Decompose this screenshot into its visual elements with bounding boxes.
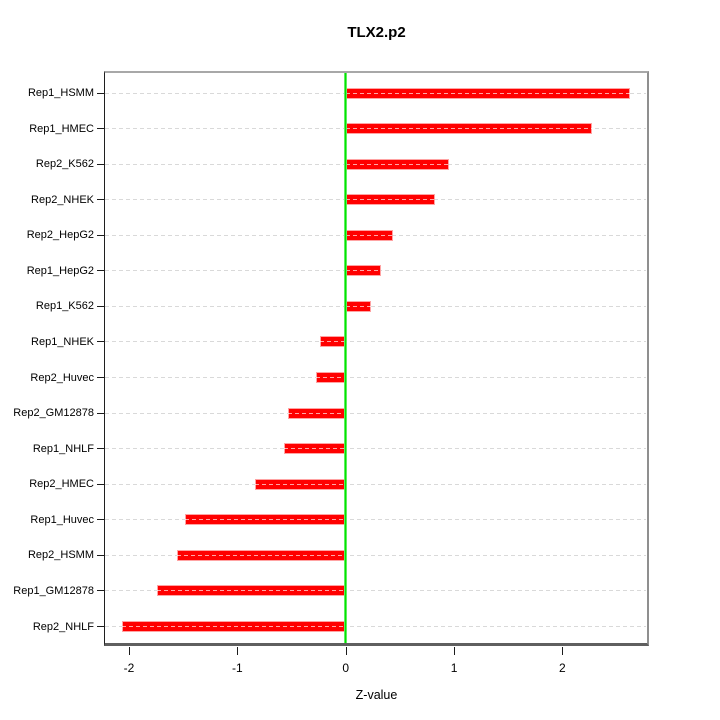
y-tick <box>97 305 104 307</box>
y-tick-label: Rep2_HepG2 <box>26 229 94 242</box>
y-tick <box>97 199 104 201</box>
bar-grid-dash <box>319 341 346 343</box>
y-tick <box>97 590 104 592</box>
y-tick-label: Rep1_NHLF <box>32 442 94 455</box>
y-tick-label: Rep2_NHLF <box>32 620 94 633</box>
grid-line <box>105 341 646 343</box>
x-tick-label: 1 <box>450 661 458 675</box>
grid-line <box>105 590 646 592</box>
x-tick <box>562 647 564 655</box>
y-tick <box>97 412 104 414</box>
y-tick <box>97 483 104 485</box>
y-tick-label: Rep2_HSMM <box>27 549 94 562</box>
grid-line <box>105 554 646 556</box>
y-tick-label: Rep1_HepG2 <box>26 264 94 277</box>
x-tick-label: -2 <box>123 661 135 675</box>
bar-grid-dash <box>254 483 346 485</box>
y-tick <box>97 626 104 628</box>
y-tick <box>97 341 104 343</box>
y-tick <box>97 234 104 236</box>
y-tick-label: Rep1_HSMM <box>27 87 94 99</box>
y-tick <box>97 554 104 556</box>
y-tick <box>97 92 104 94</box>
bar-grid-dash <box>345 92 630 94</box>
bar-grid-dash <box>185 519 346 521</box>
y-tick-label: Rep1_Huvec <box>30 513 94 526</box>
y-tick-label: Rep2_HMEC <box>29 478 94 491</box>
bar-grid-dash <box>345 163 449 165</box>
bar-grid-dash <box>283 448 346 450</box>
bar-grid-dash <box>345 128 592 130</box>
x-tick <box>454 647 456 655</box>
grid-line <box>105 305 646 307</box>
bar-grid-dash <box>345 234 394 236</box>
y-tick-label: Rep1_HMEC <box>29 122 94 135</box>
y-tick-label: Rep2_GM12878 <box>13 407 94 420</box>
y-tick <box>97 448 104 450</box>
bar-grid-dash <box>345 199 435 201</box>
x-tick <box>129 647 130 655</box>
bar-grid-dash <box>157 590 346 592</box>
chart-title: TLX2.p2 <box>347 24 406 41</box>
y-tick-label: Rep2_Huvec <box>30 371 94 384</box>
grid-line <box>105 483 646 485</box>
grid-line <box>105 448 646 450</box>
grid-line <box>105 377 646 379</box>
grid-line <box>105 412 646 414</box>
y-tick-label: Rep2_NHEK <box>31 193 94 206</box>
y-tick-label: Rep1_NHEK <box>31 335 94 348</box>
y-tick <box>97 128 104 130</box>
bar-grid-dash <box>288 412 346 414</box>
y-tick <box>97 377 104 379</box>
bar-grid-dash <box>176 554 346 556</box>
x-tick-label: 0 <box>342 661 350 675</box>
bar-grid-dash <box>316 377 346 379</box>
zero-line <box>344 73 348 643</box>
x-axis-label: Z-value <box>355 688 398 702</box>
x-tick-label: -1 <box>232 661 243 675</box>
y-tick <box>97 270 104 272</box>
x-tick <box>345 647 347 655</box>
x-tick-label: 2 <box>559 661 566 675</box>
y-tick-label: Rep2_K562 <box>35 158 94 171</box>
bar-grid-dash <box>122 626 346 628</box>
bar-grid-dash <box>345 270 382 272</box>
y-tick-label: Rep1_K562 <box>35 300 94 313</box>
y-tick <box>97 519 104 521</box>
y-tick <box>97 163 104 165</box>
grid-line <box>105 519 646 521</box>
x-tick <box>237 647 239 655</box>
y-tick-label: Rep1_GM12878 <box>13 584 94 597</box>
grid-line <box>105 626 646 628</box>
bar-grid-dash <box>345 305 371 307</box>
